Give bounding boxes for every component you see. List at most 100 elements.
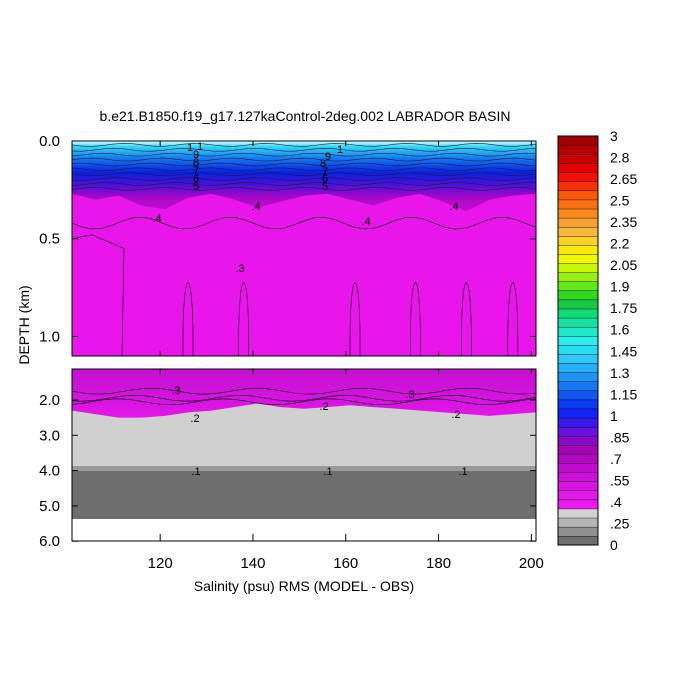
upper-contour-label: 8: [193, 157, 199, 169]
colorbar-swatch: [557, 253, 599, 264]
colorbar-label: .4: [610, 494, 622, 510]
colorbar-swatch: [557, 444, 599, 455]
upper-contour-label: 7: [322, 166, 328, 178]
upper-contour-label: 9: [325, 151, 331, 163]
colorbar-swatch: [557, 181, 599, 192]
colorbar-swatch: [557, 490, 599, 501]
y-tick-label: 2.0: [39, 392, 60, 409]
lower-contour-labels: .3 .3 .2 .2 .2 .1 .1 .1: [171, 385, 467, 478]
upper-contour-line: [71, 167, 537, 172]
y-tick-label: 4.0: [39, 463, 60, 480]
upper-contour-04: [71, 216, 537, 230]
colorbar-label: 1.15: [610, 386, 637, 402]
colorbar-label: 2.35: [610, 214, 637, 230]
upper-contour-label: 6: [193, 173, 199, 185]
colorbar-swatch: [557, 326, 599, 337]
colorbar-swatch: [557, 390, 599, 401]
lower-contour-label: .3: [405, 389, 414, 401]
colorbar-border: [557, 135, 599, 546]
lower-panel: .3 .3 .2 .2 .2 .1 .1 .1: [71, 368, 537, 542]
colorbar-label: 0: [610, 537, 618, 553]
upper-contour-label: .4: [449, 201, 458, 213]
y-tick-label: 0.5: [39, 231, 60, 248]
colorbar-swatch: [557, 372, 599, 382]
upper-panel-border: [71, 140, 537, 357]
lower-contour-label: .1: [458, 466, 467, 478]
lower-mid-gray-line: [72, 466, 536, 472]
colorbar-swatch: [557, 426, 599, 437]
colorbar-label: 2.2: [610, 236, 630, 252]
upper-contour-label: .4: [152, 213, 161, 225]
colorbar-swatch: [557, 299, 599, 310]
y-axis-label: DEPTH (km): [16, 285, 32, 364]
colorbar-swatch: [557, 308, 599, 319]
upper-contour-line: [71, 143, 537, 147]
colorbar-label: 2.05: [610, 257, 637, 273]
lower-contour-label: .1: [191, 466, 200, 478]
colorbar-swatch: [557, 517, 599, 528]
colorbar-swatch: [557, 190, 599, 201]
colorbar-swatch: [557, 408, 599, 419]
colorbar-swatch: [557, 163, 599, 173]
colorbar-swatch: [557, 417, 599, 428]
upper-contour-line: [71, 152, 537, 157]
y-tick-label: 3.0: [39, 427, 60, 444]
upper-contour-line: [71, 157, 537, 162]
lower-contour-line: [71, 387, 537, 395]
y-tick-label: 1.0: [39, 328, 60, 345]
lower-y-ticks: 2.0 3.0 4.0 5.0 6.0: [39, 392, 536, 550]
upper-contour-label: 8: [320, 158, 326, 170]
x-tick-label: 180: [426, 555, 451, 572]
colorbar-swatch: [557, 381, 599, 391]
upper-contour-label: 7: [193, 165, 199, 177]
colorbar-swatch: [557, 363, 599, 373]
x-axis-label: Salinity (psu) RMS (MODEL - OBS): [194, 578, 414, 594]
colorbar-swatch: [557, 453, 599, 464]
upper-contour-label: 5: [193, 181, 199, 193]
upper-contour-line: [71, 147, 537, 152]
colorbar-swatch: [557, 199, 599, 210]
colorbar-label: 1.9: [610, 279, 630, 295]
upper-contour-label: 5: [322, 181, 328, 193]
colorbar-swatch: [557, 499, 599, 510]
colorbar-swatch: [557, 153, 599, 164]
colorbar-label: 1.6: [610, 322, 630, 338]
colorbar-label: 1.45: [610, 343, 637, 359]
lower-light-gray-layer: [72, 403, 536, 471]
colorbar-swatch: [557, 172, 599, 182]
lower-contour-label: .2: [319, 401, 328, 413]
colorbar: [557, 135, 599, 546]
lower-contours: [71, 387, 537, 406]
chart-title: b.e21.B1850.f19_g17.127kaControl-2deg.00…: [100, 108, 511, 124]
colorbar-swatch: [557, 435, 599, 446]
colorbar-swatch: [557, 226, 599, 237]
colorbar-label: 2.5: [610, 193, 630, 209]
colorbar-label: 1.75: [610, 300, 637, 316]
colorbar-label: 1.3: [610, 365, 630, 381]
colorbar-label: 2.65: [610, 171, 637, 187]
colorbar-swatch: [557, 344, 599, 355]
upper-contour-label: .4: [251, 201, 260, 213]
x-tick-label: 160: [333, 555, 358, 572]
colorbar-swatch: [557, 235, 599, 246]
colorbar-label: .7: [610, 451, 622, 467]
colorbar-swatch: [557, 353, 599, 364]
colorbar-swatch: [557, 208, 599, 219]
x-tick-label: 120: [148, 555, 173, 572]
lower-contour-line: [71, 398, 537, 406]
lower-contour-label: .2: [451, 409, 460, 421]
upper-contour-line: [71, 177, 537, 181]
upper-contour-line: [71, 162, 537, 167]
upper-contours: [71, 143, 537, 357]
colorbar-swatch: [557, 335, 599, 346]
colorbar-swatch: [557, 135, 599, 146]
y-tick-label: 5.0: [39, 498, 60, 515]
lower-dark-gray-layer: [72, 471, 536, 519]
upper-contour-03: [71, 234, 125, 357]
y-tick-label: 6.0: [39, 533, 60, 550]
lower-panel-border: [71, 368, 537, 542]
colorbar-swatch: [557, 281, 599, 292]
upper-contour-line: [71, 182, 537, 186]
